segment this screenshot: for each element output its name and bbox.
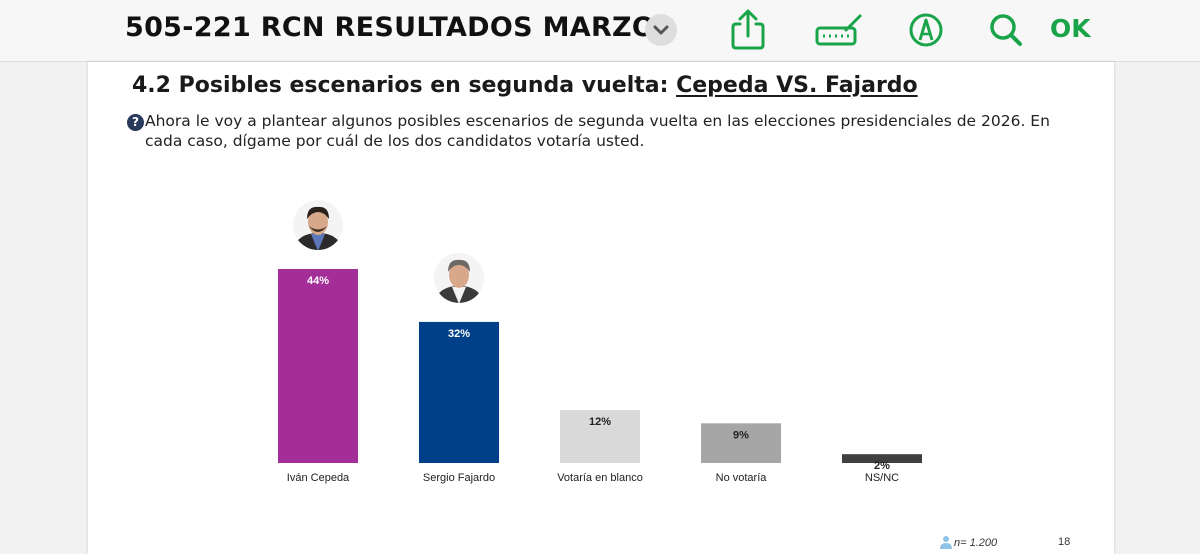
category-label: Votaría en blanco [557,472,643,484]
bar-1 [419,321,499,463]
survey-question: Ahora le voy a plantear algunos posibles… [145,112,1050,150]
search-icon[interactable] [986,8,1026,52]
bar-0 [278,269,358,463]
toolbar: 505-221 RCN RESULTADOS MARZO OK [0,0,1200,62]
category-label: Sergio Fajardo [423,472,495,484]
chevron-down-icon [653,25,669,35]
page-number: 18 [1058,536,1071,548]
bar-4 [842,454,922,463]
share-icon[interactable] [727,8,769,52]
person-icon [940,536,952,549]
bar-3 [701,423,781,463]
document-title: 505-221 RCN RESULTADOS MARZO [125,12,656,43]
ok-button[interactable]: OK [1050,14,1091,43]
question-circle-icon: ? [127,114,144,131]
title-menu-button[interactable] [645,14,677,46]
data-label: 12% [589,416,611,428]
sample-size: n= 1.200 [954,537,998,549]
data-label: 44% [307,275,329,287]
bar-chart: 44% Iván Cepeda 32% Sergio Fajardo 12% Votarí… [278,200,922,484]
candidate-photo-cepeda [293,200,343,250]
category-label: No votaría [716,472,768,484]
category-label: NS/NC [865,472,899,484]
slide-title-prefix: 4.2 Posibles escenarios en segunda vuelt… [132,73,677,98]
slide-title: 4.2 Posibles escenarios en segunda vuelt… [132,73,918,98]
data-label: 32% [448,328,470,340]
candidate-photo-fajardo [434,252,484,303]
document-page: 4.2 Posibles escenarios en segunda vuelt… [88,62,1114,554]
markup-pen-icon[interactable] [906,8,946,52]
slide-title-highlight: Cepeda VS. Fajardo [676,73,918,98]
keyboard-pencil-icon[interactable] [814,8,864,52]
bar-2 [560,410,640,463]
data-label: 9% [733,429,749,441]
category-label: Iván Cepeda [287,472,350,484]
data-label: 2% [874,460,890,472]
